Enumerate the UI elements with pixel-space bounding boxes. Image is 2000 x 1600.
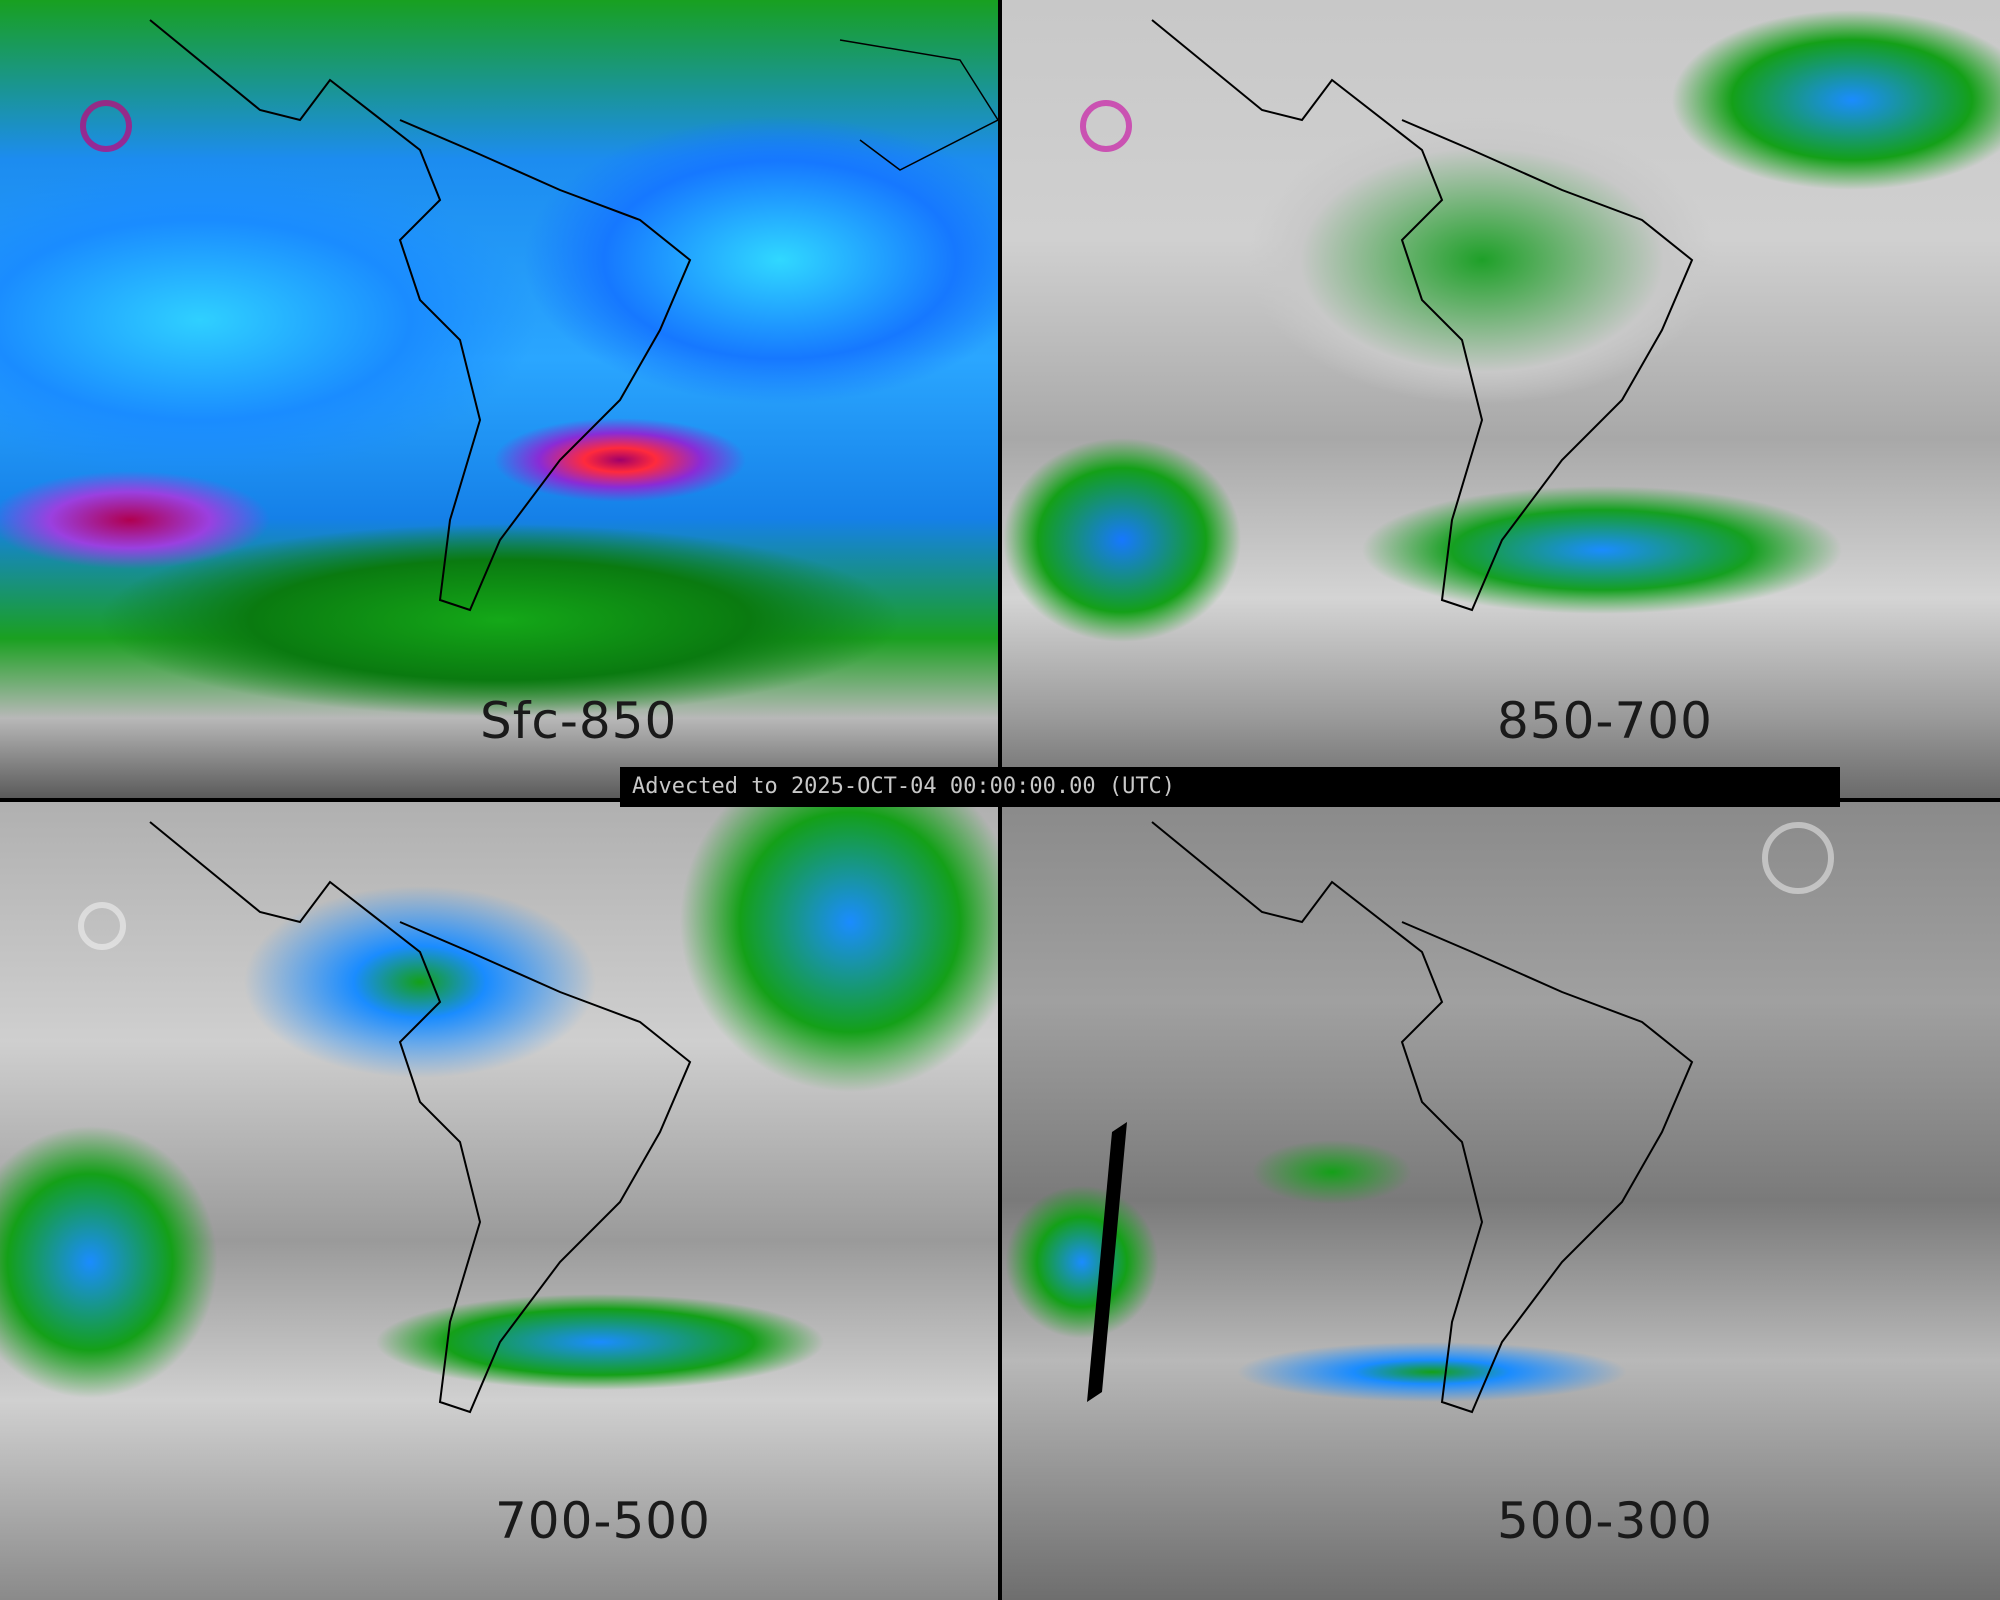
hurricane-swirl xyxy=(80,100,132,152)
coastline-map xyxy=(1087,821,1694,1414)
valid-time-text: Advected to 2025-OCT-04 00:00:00.00 (UTC… xyxy=(632,774,1176,799)
layer-label: 850-700 xyxy=(1497,692,1713,750)
panel-850-700: 850-700 xyxy=(1002,0,2000,798)
moisture-field xyxy=(1002,0,2000,798)
panel-sfc-850: Sfc-850 xyxy=(0,0,998,798)
moisture-field xyxy=(1002,802,2000,1600)
valid-time-banner: Advected to 2025-OCT-04 00:00:00.00 (UTC… xyxy=(620,767,1840,807)
swirl xyxy=(1762,822,1834,894)
panel-700-500: 700-500 xyxy=(0,802,998,1600)
moisture-field xyxy=(0,802,998,1600)
coastline-map xyxy=(1151,19,1694,612)
coastline-map xyxy=(149,19,998,612)
moisture-field xyxy=(0,0,998,798)
layer-label: 500-300 xyxy=(1497,1492,1713,1550)
layer-label: 700-500 xyxy=(495,1492,711,1550)
layer-label: Sfc-850 xyxy=(480,692,678,750)
panel-500-300: 500-300 xyxy=(1002,802,2000,1600)
hurricane-swirl xyxy=(78,902,126,950)
hurricane-swirl xyxy=(1080,100,1132,152)
coastline-map xyxy=(149,821,692,1414)
